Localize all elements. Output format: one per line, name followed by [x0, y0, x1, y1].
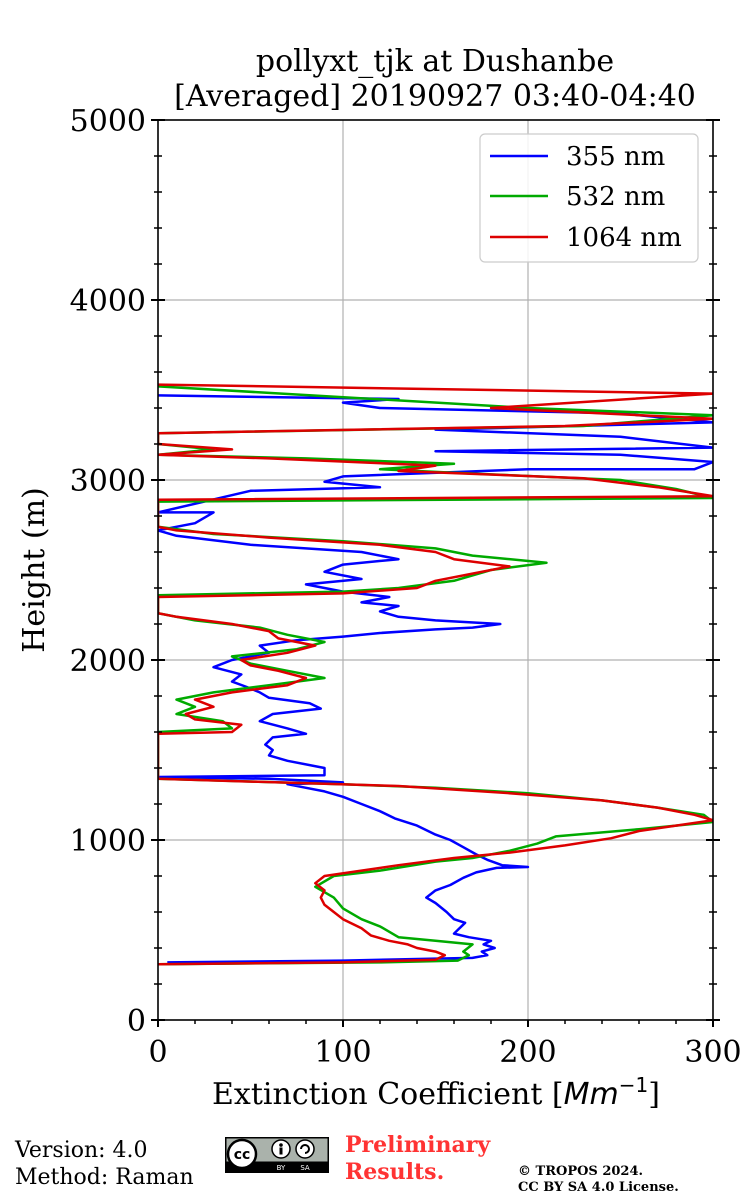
- share-alike-icon: [295, 1139, 315, 1159]
- cc-license-badge: cc BY SA: [225, 1137, 329, 1173]
- chart-title-line2: [Averaged] 20190927 03:40-04:40: [174, 79, 696, 114]
- legend-label-532: 532 nm: [566, 182, 665, 212]
- x-axis-label: Extinction Coefficient [Mm−1]: [212, 1073, 660, 1112]
- y-tick-label: 0: [127, 1004, 146, 1039]
- copyright-line1: © TROPOS 2024.: [518, 1164, 644, 1179]
- cc-logo-icon: [226, 1138, 258, 1170]
- cc-sa-text: SA: [300, 1164, 310, 1172]
- cc-by-text: BY: [277, 1164, 286, 1172]
- share-alike-arrow: [300, 1144, 310, 1154]
- y-tick-label: 5000: [70, 104, 146, 139]
- attribution-head: [279, 1143, 283, 1147]
- series-lines: [158, 383, 713, 966]
- x-tick-label: 300: [684, 1035, 741, 1070]
- y-tick-label: 1000: [70, 824, 146, 859]
- y-axis-label: Height (m): [17, 487, 52, 652]
- copyright-line2: CC BY SA 4.0 License.: [518, 1180, 679, 1195]
- x-tick-label: 100: [314, 1035, 371, 1070]
- version-text: Version: 4.0: [15, 1138, 148, 1163]
- y-tick-label: 4000: [70, 284, 146, 319]
- y-tick-label: 3000: [70, 464, 146, 499]
- plot-area: [158, 120, 713, 1020]
- attribution-body: [279, 1147, 283, 1155]
- legend-box: [479, 133, 699, 263]
- preliminary-label-line2: Results.: [345, 1159, 445, 1185]
- plot-frame: [157, 119, 714, 1021]
- chart-title-line1: pollyxt_tjk at Dushanbe: [256, 44, 614, 79]
- preliminary-label-line1: Preliminary: [345, 1132, 491, 1158]
- legend-label-355: 355 nm: [566, 142, 665, 172]
- series-line-355-nm: [158, 394, 713, 964]
- extinction-profile-chart: 0 1000 2000 3000 4000 5000 0 100 200 300 pollyxt_…: [17, 44, 742, 1112]
- cc-logo-text: cc: [234, 1147, 251, 1163]
- method-text: Method: Raman: [15, 1165, 194, 1190]
- legend-label-1064: 1064 nm: [566, 223, 682, 253]
- x-tick-label: 0: [148, 1035, 167, 1070]
- y-tick-label: 2000: [70, 644, 146, 679]
- axis-ticks: 0 1000 2000 3000 4000 5000 0 100 200 300: [70, 104, 742, 1070]
- series-line-1064-nm: [158, 383, 713, 966]
- grid-lines: [158, 120, 713, 1020]
- legend: 355 nm 532 nm 1064 nm: [479, 133, 699, 263]
- x-tick-label: 200: [499, 1035, 556, 1070]
